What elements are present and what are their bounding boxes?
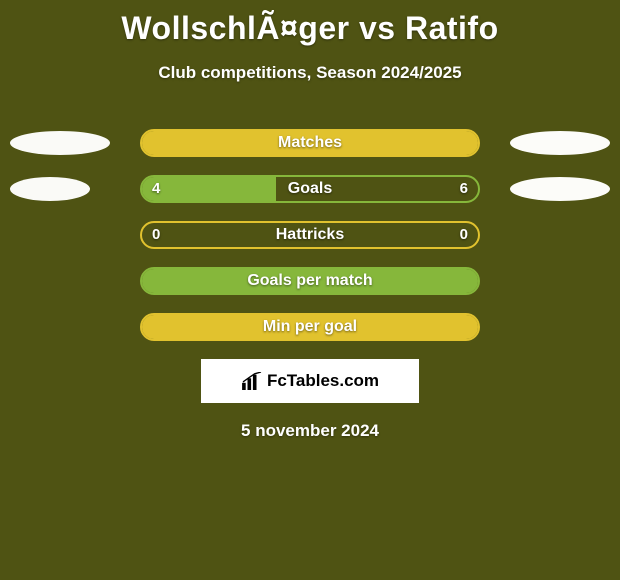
stat-bar: Matches: [140, 129, 480, 157]
bars-icon: [241, 372, 263, 390]
stat-row: Min per goal: [0, 313, 620, 341]
left-ellipse: [10, 177, 90, 201]
page-subtitle: Club competitions, Season 2024/2025: [0, 63, 620, 83]
right-ellipse: [510, 177, 610, 201]
stat-row: 46Goals: [0, 175, 620, 203]
stat-bar: 46Goals: [140, 175, 480, 203]
stat-label: Hattricks: [142, 223, 478, 247]
page-title: WollschlÃ¤ger vs Ratifo: [0, 0, 620, 47]
brand-text: FcTables.com: [267, 371, 379, 391]
stat-bar: 00Hattricks: [140, 221, 480, 249]
left-ellipse: [10, 131, 110, 155]
stat-label: Matches: [142, 131, 478, 155]
stat-row: 00Hattricks: [0, 221, 620, 249]
stat-label: Goals per match: [142, 269, 478, 293]
stat-bar: Min per goal: [140, 313, 480, 341]
stat-bar: Goals per match: [140, 267, 480, 295]
stat-row: Matches: [0, 129, 620, 157]
right-ellipse: [510, 131, 610, 155]
comparison-rows: Matches 46Goals 00Hattricks Goals per match…: [0, 129, 620, 341]
stat-row: Goals per match: [0, 267, 620, 295]
generated-date: 5 november 2024: [0, 421, 620, 441]
stat-label: Min per goal: [142, 315, 478, 339]
brand-badge: FcTables.com: [201, 359, 419, 403]
stat-label: Goals: [142, 177, 478, 201]
